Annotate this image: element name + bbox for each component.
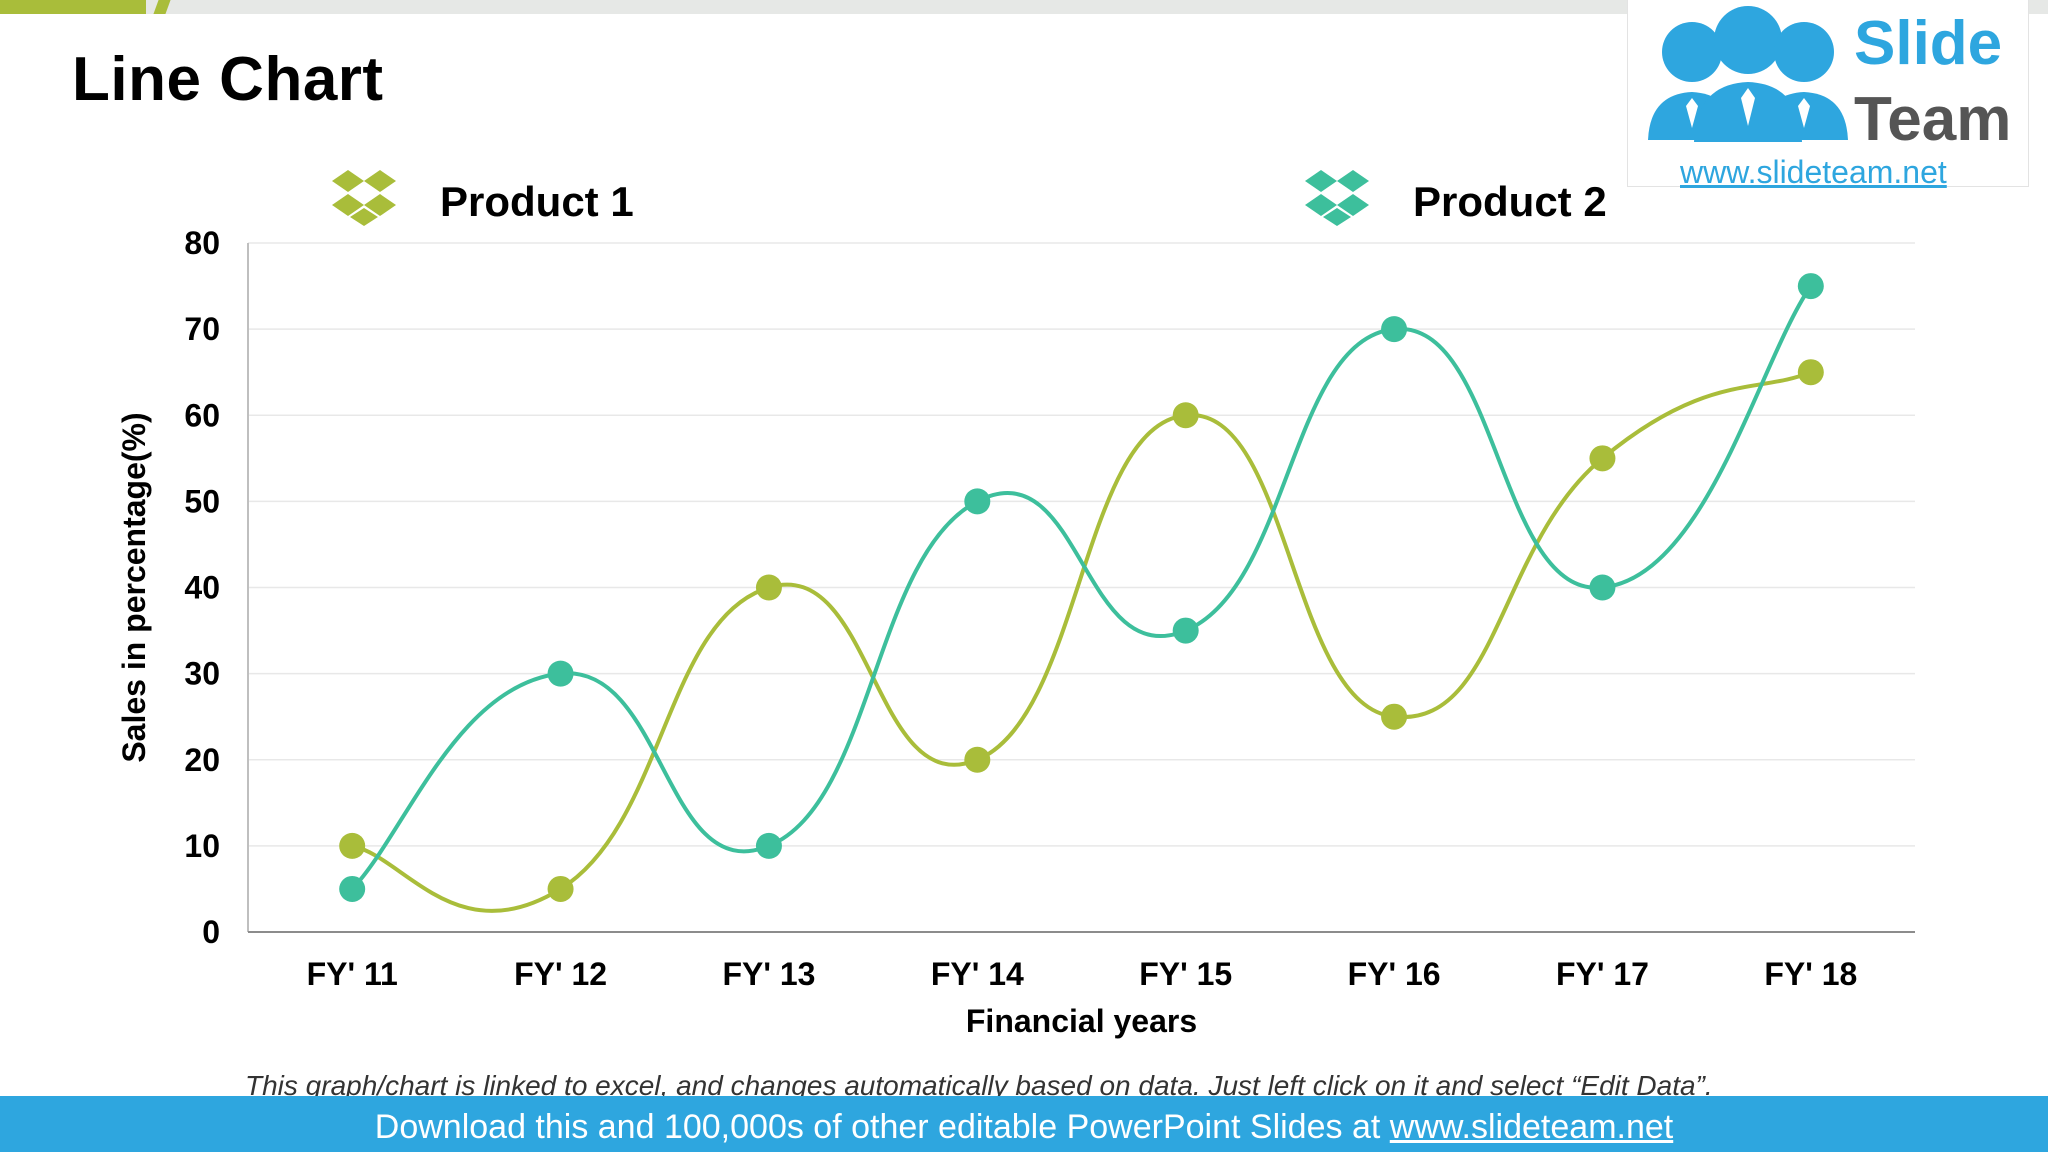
logo-url-link[interactable]: www.slideteam.net bbox=[1680, 154, 1947, 190]
data-point-product-2 bbox=[547, 660, 574, 687]
slideteam-logo[interactable]: Slide Team www.slideteam.net bbox=[1627, 0, 2029, 190]
footer-text: Download this and 100,000s of other edit… bbox=[0, 1108, 2048, 1147]
legend-label-product-1: Product 1 bbox=[440, 178, 634, 225]
y-tick-label: 80 bbox=[184, 225, 220, 261]
logo-word-slide: Slide bbox=[1854, 9, 2003, 78]
data-point-product-2 bbox=[1381, 316, 1408, 343]
data-point-product-1 bbox=[1797, 359, 1824, 386]
x-tick-label: FY' 15 bbox=[1139, 956, 1232, 992]
top-accent-green bbox=[0, 0, 146, 14]
top-accent-strip bbox=[0, 0, 2048, 14]
data-point-product-1 bbox=[755, 574, 782, 601]
x-tick-label: FY' 12 bbox=[514, 956, 607, 992]
series-line-product-1 bbox=[351, 370, 1812, 913]
data-point-product-2 bbox=[964, 488, 991, 515]
data-point-product-2 bbox=[339, 875, 366, 902]
data-point-product-2 bbox=[1589, 574, 1616, 601]
data-point-product-1 bbox=[1172, 402, 1199, 429]
x-axis-title: Financial years bbox=[966, 1003, 1197, 1039]
legend-label-product-2: Product 2 bbox=[1413, 178, 1607, 225]
logo-word-team: Team bbox=[1854, 85, 2012, 154]
people-logo-icon bbox=[1648, 6, 1848, 142]
dropbox-icon bbox=[1305, 170, 1369, 226]
data-point-product-2 bbox=[1797, 273, 1824, 300]
data-point-product-2 bbox=[755, 832, 782, 859]
data-point-product-1 bbox=[964, 746, 991, 773]
y-tick-label: 0 bbox=[202, 914, 220, 950]
y-axis-title: Sales in percentage(%) bbox=[116, 412, 152, 762]
dropbox-icon bbox=[332, 170, 396, 226]
data-point-product-1 bbox=[547, 875, 574, 902]
y-tick-label: 10 bbox=[184, 828, 220, 864]
y-tick-label: 60 bbox=[184, 397, 220, 433]
data-point-product-1 bbox=[1381, 703, 1408, 730]
y-tick-label: 50 bbox=[184, 483, 220, 519]
footer-banner: Download this and 100,000s of other edit… bbox=[0, 1096, 2048, 1152]
x-tick-label: FY' 11 bbox=[307, 956, 398, 992]
y-tick-label: 40 bbox=[184, 570, 220, 606]
y-tick-label: 30 bbox=[184, 656, 220, 692]
x-tick-label: FY' 14 bbox=[931, 956, 1024, 992]
x-tick-label: FY' 16 bbox=[1348, 956, 1441, 992]
chart-note: This graph/chart is linked to excel, and… bbox=[245, 1070, 1713, 1101]
series-line-product-2 bbox=[350, 284, 1813, 891]
y-tick-label: 20 bbox=[184, 742, 220, 778]
slide-title: Line Chart bbox=[72, 45, 384, 114]
data-point-product-2 bbox=[1172, 617, 1199, 644]
footer-link[interactable]: www.slideteam.net bbox=[1389, 1108, 1674, 1146]
x-tick-label: FY' 17 bbox=[1556, 956, 1649, 992]
x-tick-label: FY' 18 bbox=[1764, 956, 1857, 992]
data-point-product-1 bbox=[339, 832, 366, 859]
y-tick-label: 70 bbox=[184, 311, 220, 347]
data-point-product-1 bbox=[1589, 445, 1616, 472]
x-tick-label: FY' 13 bbox=[722, 956, 815, 992]
footer-message: Download this and 100,000s of other edit… bbox=[374, 1108, 1390, 1146]
